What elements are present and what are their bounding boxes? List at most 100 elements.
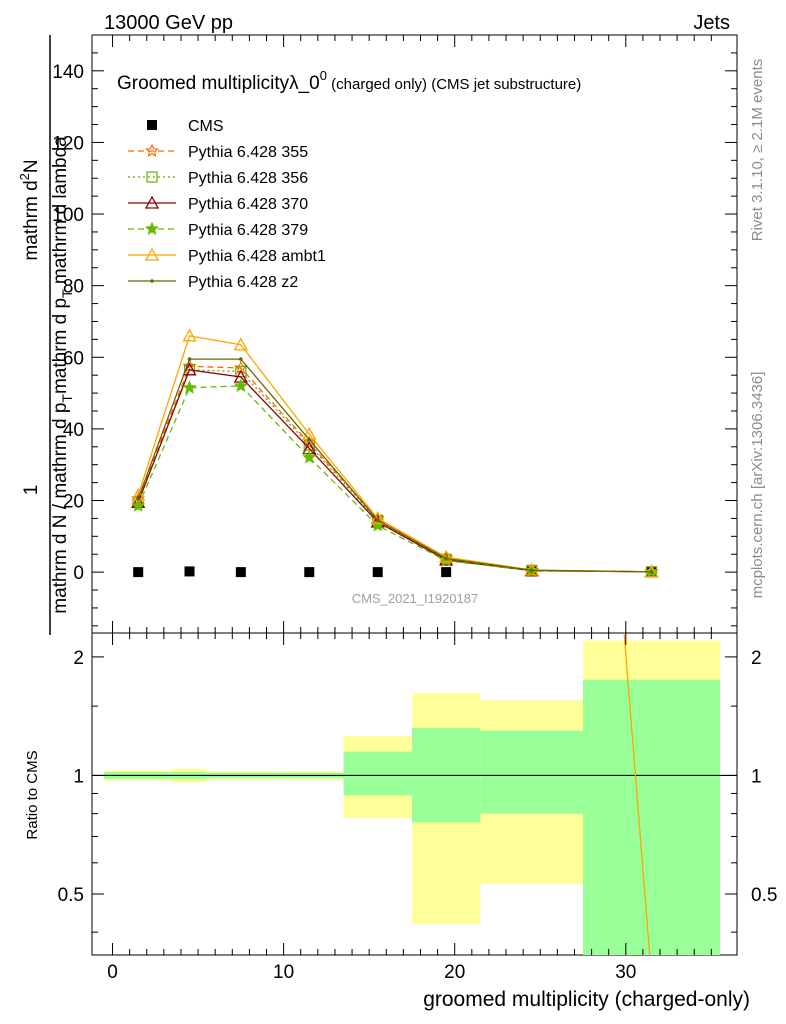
data-point-marker	[131, 498, 146, 512]
data-point-marker	[144, 221, 160, 236]
legend-label: Pythia 6.428 355	[188, 144, 308, 161]
process-label: Jets	[693, 12, 730, 34]
ratio-bands	[92, 632, 737, 956]
data-point-marker	[144, 143, 160, 158]
main-y-axis-label: 1 mathrm d2N mathrm d N / mathrm d pTmat…	[17, 35, 75, 635]
legend-entry: Pythia 6.428 z2	[128, 274, 298, 291]
data-point-marker	[441, 567, 452, 578]
legend-label: Pythia 6.428 z2	[188, 274, 298, 291]
series-1	[131, 358, 659, 578]
x-axis-label: groomed multiplicity (charged-only)	[423, 988, 750, 1011]
series-line	[137, 358, 652, 573]
legend-entry: Pythia 6.428 356	[128, 170, 308, 187]
x-tick-label: 30	[615, 962, 636, 983]
data-point-marker	[147, 120, 157, 130]
main-y-tick-labels: 0 20 40 60 80 100 120 140	[52, 62, 84, 584]
data-point-marker	[235, 567, 246, 578]
data-point-marker	[529, 568, 534, 573]
data-point-marker	[146, 171, 158, 183]
data-point-marker	[182, 380, 197, 394]
series-line	[137, 335, 652, 573]
legend-entry: Pythia 6.428 ambt1	[128, 247, 326, 265]
data-point-marker	[182, 362, 197, 376]
mcplots-label: mcplots.cern.ch [arXiv:1306.3436]	[749, 372, 766, 599]
y-tick-label: 80	[63, 277, 84, 298]
data-point-marker	[304, 567, 315, 578]
main-series-group	[131, 328, 659, 578]
series-6	[136, 357, 654, 574]
data-point-marker	[649, 569, 654, 574]
data-point-marker	[302, 450, 317, 464]
y-tick-label: 60	[63, 348, 84, 369]
data-point-marker	[307, 437, 312, 442]
y-tick-label: 0	[73, 563, 84, 584]
data-point-marker	[182, 328, 197, 342]
legend-entry: CMS	[147, 118, 224, 135]
legend-label: CMS	[188, 118, 224, 135]
y-tick-label: 100	[52, 205, 84, 226]
legend: CMS Pythia 6.428 355 Pythia 6.428 356 Pythi…	[128, 118, 326, 291]
data-point-marker	[144, 247, 160, 261]
ratio-plot-frame	[91, 632, 738, 956]
ratio-y-tick-label: 0.5	[58, 885, 84, 906]
data-point-marker	[444, 556, 448, 561]
x-tick-label: 10	[273, 962, 294, 983]
data-point-marker	[133, 567, 144, 578]
ratio-y-tick-label-right: 1	[751, 766, 762, 787]
y-tick-label: 120	[52, 133, 84, 154]
ratio-ambt1-line	[623, 632, 651, 956]
data-point-marker	[302, 435, 317, 450]
data-point-marker	[187, 357, 192, 361]
data-point-marker	[370, 511, 385, 525]
y-tick-label: 20	[63, 492, 84, 513]
series-4	[131, 378, 659, 578]
ratio-y-tick-label: 2	[73, 648, 84, 669]
x-tick-label: 0	[107, 962, 118, 983]
rivet-version-label: Rivet 3.1.10, ≥ 2.1M events	[749, 59, 766, 242]
y-tick-label: 140	[52, 62, 84, 83]
legend-entry: Pythia 6.428 355	[128, 143, 308, 161]
legend-entry: Pythia 6.428 370	[128, 195, 308, 213]
data-point-marker	[144, 195, 160, 209]
energy-label: 13000 GeV pp	[104, 12, 233, 34]
y-label-denominator: mathrm d N / mathrm d pTmathrm d pT math…	[50, 136, 75, 614]
ratio-y-tick-label: 1	[73, 766, 84, 787]
analysis-watermark: CMS_2021_I1920187	[352, 591, 479, 606]
ratio-y-tick-label-right: 0.5	[751, 885, 777, 906]
series-line	[137, 369, 652, 573]
plot-title-rest: (charged only) (CMS jet substructure)	[327, 76, 581, 93]
y-label-numerator: mathrm d2N	[17, 159, 42, 260]
data-point-marker	[233, 337, 248, 351]
ratio-band-green	[583, 679, 720, 955]
ratio-band-green	[343, 751, 412, 796]
data-point-marker	[239, 357, 243, 361]
ratio-band-green	[480, 730, 584, 814]
ratio-y-axis-label: Ratio to CMS	[24, 750, 41, 839]
series-line	[137, 369, 652, 573]
series-line	[137, 365, 652, 573]
plot-title-sup: 0	[320, 68, 327, 83]
data-point-marker	[136, 496, 140, 501]
ratio-y-tick-label-right: 2	[751, 648, 762, 669]
plot-title: Groomed multiplicityλ_00 (charged only) …	[117, 68, 581, 94]
data-point-marker	[184, 566, 195, 577]
ratio-y-tick-labels: 0.5 0.5 1 1 2 2	[58, 648, 778, 906]
legend-label: Pythia 6.428 370	[188, 196, 308, 213]
ratio-axis-ticks	[92, 633, 737, 955]
legend-label: Pythia 6.428 ambt1	[188, 248, 326, 265]
legend-label: Pythia 6.428 379	[188, 222, 308, 239]
legend-label: Pythia 6.428 356	[188, 170, 308, 187]
series-line	[137, 385, 652, 573]
x-tick-labels: 0 10 20 30	[107, 962, 636, 983]
data-point-marker	[150, 279, 154, 283]
main-axis-ticks	[92, 35, 737, 633]
plot-title-main: Groomed multiplicityλ_0	[117, 73, 320, 94]
series-2	[132, 364, 658, 578]
legend-entry: Pythia 6.428 379	[128, 221, 308, 239]
x-tick-label: 20	[444, 962, 465, 983]
y-label-top: 1	[21, 485, 42, 496]
y-tick-label: 40	[63, 420, 84, 441]
data-point-marker	[233, 378, 248, 392]
data-point-marker	[375, 518, 380, 523]
